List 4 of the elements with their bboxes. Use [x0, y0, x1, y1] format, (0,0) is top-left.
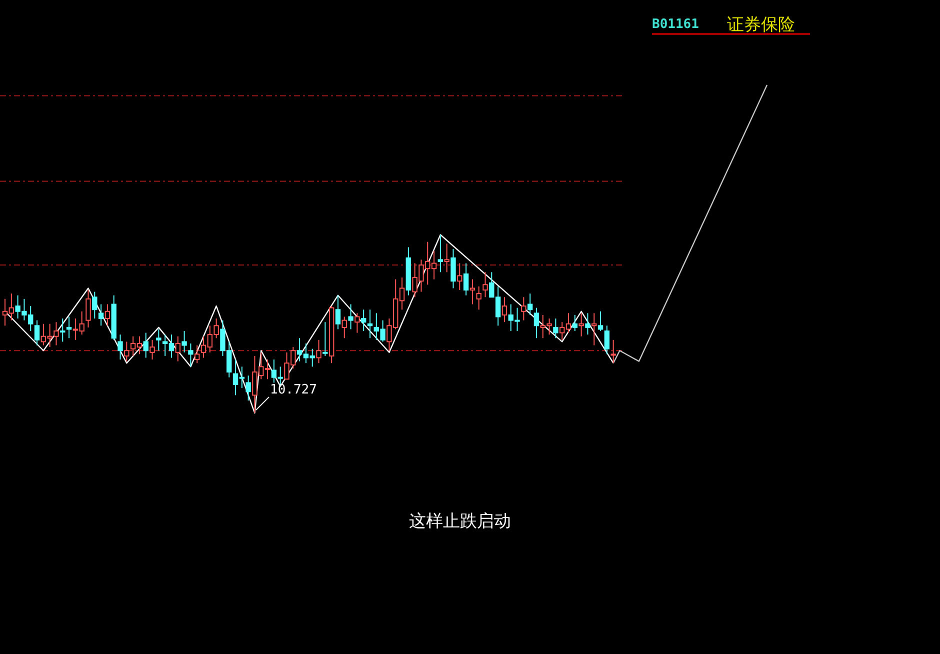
chart-title: B01161 [652, 17, 700, 32]
text: 这样止跌启动 [409, 512, 511, 532]
annotation: 10.727 [270, 382, 317, 398]
chart-subtitle: 证券保险 [727, 15, 795, 35]
